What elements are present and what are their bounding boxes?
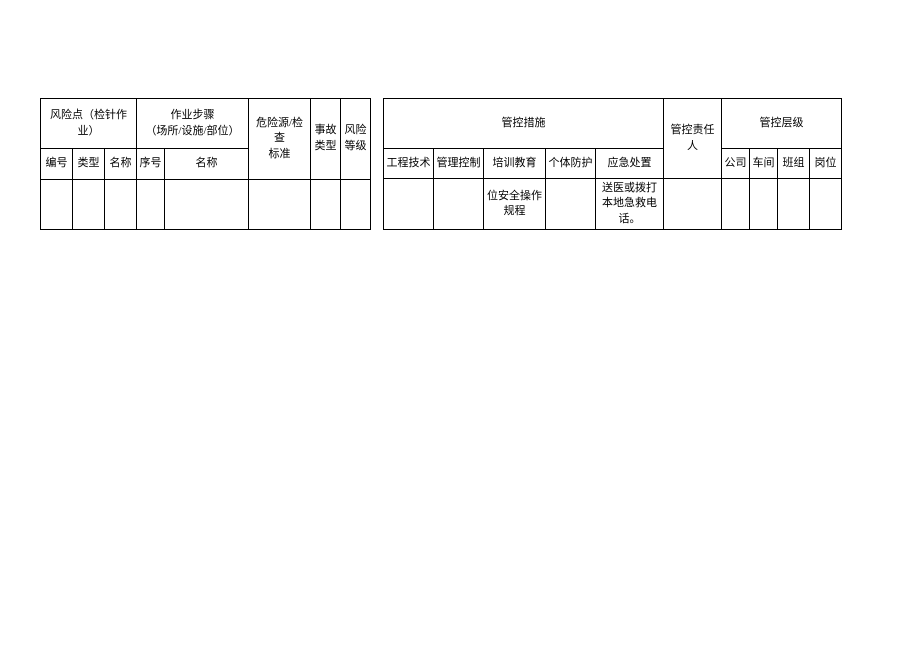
cell-engineering [384,179,434,230]
cell-seq [137,179,165,229]
cell-position [810,179,842,230]
header-protection: 个体防护 [546,149,596,179]
cell-type [73,179,105,229]
header-row-1-right: 管控措施 管控责任人 管控层级 [384,99,842,149]
cell-team [778,179,810,230]
header-engineering: 工程技术 [384,149,434,179]
cell-responsible [664,179,722,230]
header-company: 公司 [722,149,750,179]
cell-step-name [165,179,249,229]
cell-training: 位安全操作 规程 [484,179,546,230]
header-work-steps: 作业步骤 （场所/设施/部位） [137,99,249,149]
header-emergency: 应急处置 [596,149,664,179]
data-row-right: 位安全操作 规程 送医或拨打 本地急救电 话。 [384,179,842,230]
cell-company [722,179,750,230]
data-row-left [41,179,371,229]
left-table: 风险点（检针作业） 作业步骤 （场所/设施/部位） 危险源/检查 标准 事故 类… [40,98,371,230]
cell-accident [311,179,341,229]
cell-risk-level [341,179,371,229]
table-container: 风险点（检针作业） 作业步骤 （场所/设施/部位） 危险源/检查 标准 事故 类… [40,98,842,230]
cell-emergency: 送医或拨打 本地急救电 话。 [596,179,664,230]
cell-hazard [249,179,311,229]
header-team: 班组 [778,149,810,179]
header-type: 类型 [73,149,105,179]
cell-name [105,179,137,229]
header-responsible: 管控责任人 [664,99,722,179]
header-seq: 序号 [137,149,165,179]
header-row-2-right: 工程技术 管理控制 培训教育 个体防护 应急处置 公司 车间 班组 岗位 [384,149,842,179]
header-risk-point: 风险点（检针作业） [41,99,137,149]
header-accident-type: 事故 类型 [311,99,341,180]
header-step-name: 名称 [165,149,249,179]
header-name: 名称 [105,149,137,179]
header-row-1: 风险点（检针作业） 作业步骤 （场所/设施/部位） 危险源/检查 标准 事故 类… [41,99,371,149]
header-workshop: 车间 [750,149,778,179]
header-control-level: 管控层级 [722,99,842,149]
header-position: 岗位 [810,149,842,179]
header-risk-level: 风险 等级 [341,99,371,180]
header-management: 管理控制 [434,149,484,179]
cell-protection [546,179,596,230]
cell-workshop [750,179,778,230]
right-table: 管控措施 管控责任人 管控层级 工程技术 管理控制 培训教育 个体防护 应急处置… [383,98,842,230]
cell-management [434,179,484,230]
header-hazard-source: 危险源/检查 标准 [249,99,311,180]
header-training: 培训教育 [484,149,546,179]
cell-number [41,179,73,229]
header-control-measures: 管控措施 [384,99,664,149]
header-number: 编号 [41,149,73,179]
